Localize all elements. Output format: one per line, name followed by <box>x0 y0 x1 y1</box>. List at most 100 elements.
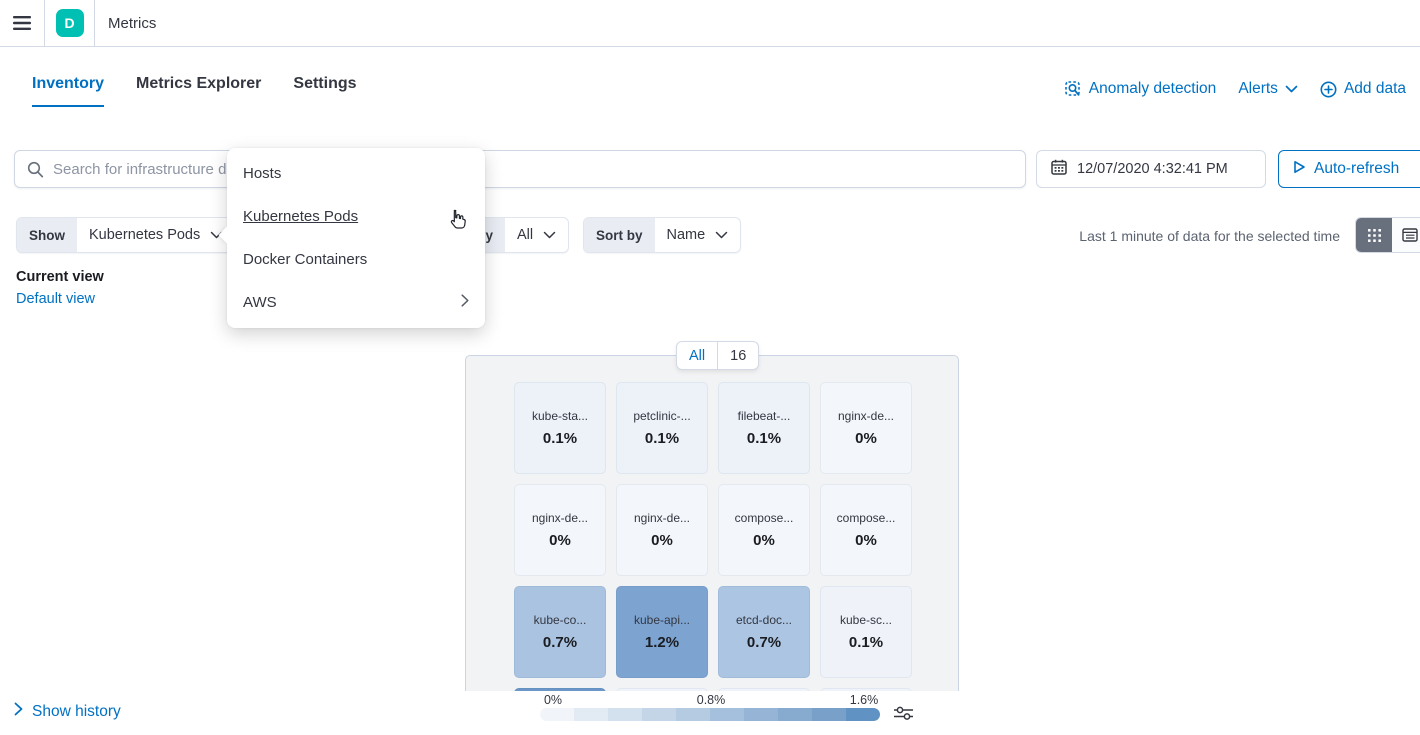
show-history-button[interactable]: Show history <box>14 702 121 721</box>
node-name: compose... <box>836 511 896 525</box>
table-icon <box>1402 228 1418 242</box>
show-dropdown-value: Kubernetes Pods <box>89 227 201 243</box>
node-name: kube-api... <box>633 613 691 627</box>
menu-item-hosts[interactable]: Hosts <box>243 165 282 182</box>
chevron-down-icon <box>1285 85 1298 93</box>
chevron-down-icon <box>543 227 556 243</box>
show-label: Show <box>17 218 77 252</box>
search-bar <box>14 150 1026 188</box>
badge-divider <box>717 342 719 369</box>
add-data-button[interactable]: Add data <box>1320 80 1406 98</box>
node-value: 0% <box>855 532 877 549</box>
node-name: nginx-de... <box>531 511 589 525</box>
waffle-node[interactable]: compose... 0% <box>820 484 912 576</box>
node-value: 0.1% <box>542 430 578 447</box>
bottom-bar: Show history 0% 0.8% 1.6% <box>0 691 1420 735</box>
node-name: kube-sta... <box>531 409 589 423</box>
group-badge: All 16 <box>676 341 760 370</box>
show-history-label: Show history <box>32 702 121 720</box>
node-value: 0.1% <box>746 430 782 447</box>
show-dropdown[interactable]: Kubernetes Pods <box>77 218 235 252</box>
node-name: kube-co... <box>533 613 587 627</box>
waffle-node[interactable]: petclinic-... 0.1% <box>616 382 708 474</box>
node-value: 0% <box>855 430 877 447</box>
menu-item-aws[interactable]: AWS <box>227 281 485 324</box>
waffle-node[interactable]: kube-co... 0.7% <box>514 586 606 678</box>
legend-settings-button[interactable] <box>893 703 914 728</box>
waffle-node[interactable]: filebeat-... 0.1% <box>718 382 810 474</box>
sort-by-control: Sort by Name <box>583 217 742 253</box>
chevron-right-icon <box>461 294 469 311</box>
waffle-map: kube-sta... 0.1% petclinic-... 0.1% filebe… <box>465 355 959 735</box>
alerts-dropdown-button[interactable]: Alerts <box>1238 80 1298 98</box>
auto-refresh-label: Auto-refresh <box>1314 160 1400 177</box>
waffle-node[interactable]: nginx-de... 0% <box>514 484 606 576</box>
table-view-button[interactable] <box>1392 218 1420 252</box>
controls-sliders-icon <box>894 706 913 720</box>
node-value: 0% <box>549 532 571 549</box>
node-name: etcd-doc... <box>735 613 793 627</box>
grid-icon <box>1367 228 1381 242</box>
node-name: nginx-de... <box>837 409 895 423</box>
node-name: filebeat-... <box>737 409 791 423</box>
sort-by-label: Sort by <box>584 218 655 252</box>
node-value: 0.7% <box>542 634 578 651</box>
search-input[interactable] <box>53 160 1025 178</box>
node-value: 0% <box>651 532 673 549</box>
plus-circle-icon <box>1320 81 1337 98</box>
play-icon <box>1293 160 1306 179</box>
node-value: 0.1% <box>848 634 884 651</box>
default-view-link[interactable]: Default view <box>16 291 95 307</box>
add-data-label: Add data <box>1343 80 1406 97</box>
space-logo-section[interactable]: D <box>45 0 95 46</box>
current-view-label: Current view <box>16 269 104 285</box>
menu-item-docker-containers[interactable]: Docker Containers <box>243 251 368 268</box>
legend-tick-mid: 0.8% <box>696 693 726 707</box>
page-title: Metrics <box>108 14 157 32</box>
chevron-right-icon <box>14 702 23 721</box>
waffle-node[interactable]: kube-api... 1.2% <box>616 586 708 678</box>
node-value: 1.2% <box>644 634 680 651</box>
map-view-button[interactable] <box>1356 218 1392 252</box>
auto-refresh-button[interactable]: Auto-refresh <box>1278 150 1420 188</box>
calendar-icon <box>1051 159 1067 179</box>
date-picker-button[interactable]: 12/07/2020 4:32:41 PM <box>1036 150 1266 188</box>
node-value: 0.1% <box>644 430 680 447</box>
group-by-dropdown[interactable]: All <box>505 218 568 252</box>
waffle-node[interactable]: kube-sc... 0.1% <box>820 586 912 678</box>
timeframe-note: Last 1 minute of data for the selected t… <box>1079 228 1340 244</box>
header-actions: Anomaly detection Alerts Add data <box>1064 80 1406 98</box>
hamburger-icon <box>13 16 31 30</box>
waffle-node[interactable]: nginx-de... 0% <box>616 484 708 576</box>
hamburger-menu-button[interactable] <box>0 0 45 46</box>
anomaly-detection-button[interactable]: Anomaly detection <box>1064 80 1217 98</box>
show-metric-control: Show Kubernetes Pods <box>16 217 237 253</box>
node-name: compose... <box>734 511 794 525</box>
space-avatar[interactable]: D <box>55 9 84 37</box>
chevron-down-icon <box>715 227 728 243</box>
node-name: nginx-de... <box>633 511 691 525</box>
waffle-node[interactable]: etcd-doc... 0.7% <box>718 586 810 678</box>
waffle-grid: kube-sta... 0.1% petclinic-... 0.1% filebe… <box>514 382 912 735</box>
tab-bar: Inventory Metrics Explorer Settings <box>32 75 357 107</box>
tab-metrics-explorer[interactable]: Metrics Explorer <box>136 75 262 92</box>
tab-settings[interactable]: Settings <box>293 75 357 92</box>
show-dropdown-menu: Hosts Kubernetes Pods Docker Containers … <box>218 148 485 328</box>
alerts-label: Alerts <box>1238 80 1278 97</box>
group-badge-count: 16 <box>730 347 747 364</box>
group-badge-name[interactable]: All <box>689 347 706 364</box>
date-picker-value: 12/07/2020 4:32:41 PM <box>1077 161 1228 177</box>
sort-by-dropdown-value: Name <box>666 227 706 243</box>
view-switcher: Current view Default view <box>16 269 104 307</box>
search-icon <box>27 161 44 177</box>
anomaly-detection-label: Anomaly detection <box>1088 80 1217 97</box>
tab-inventory[interactable]: Inventory <box>32 75 105 107</box>
menu-item-kubernetes-pods[interactable]: Kubernetes Pods <box>243 208 359 225</box>
anomaly-detection-icon <box>1064 80 1082 98</box>
node-name: petclinic-... <box>633 409 691 423</box>
waffle-node[interactable]: kube-sta... 0.1% <box>514 382 606 474</box>
sort-by-dropdown[interactable]: Name <box>655 218 741 252</box>
waffle-node[interactable]: nginx-de... 0% <box>820 382 912 474</box>
waffle-node[interactable]: compose... 0% <box>718 484 810 576</box>
